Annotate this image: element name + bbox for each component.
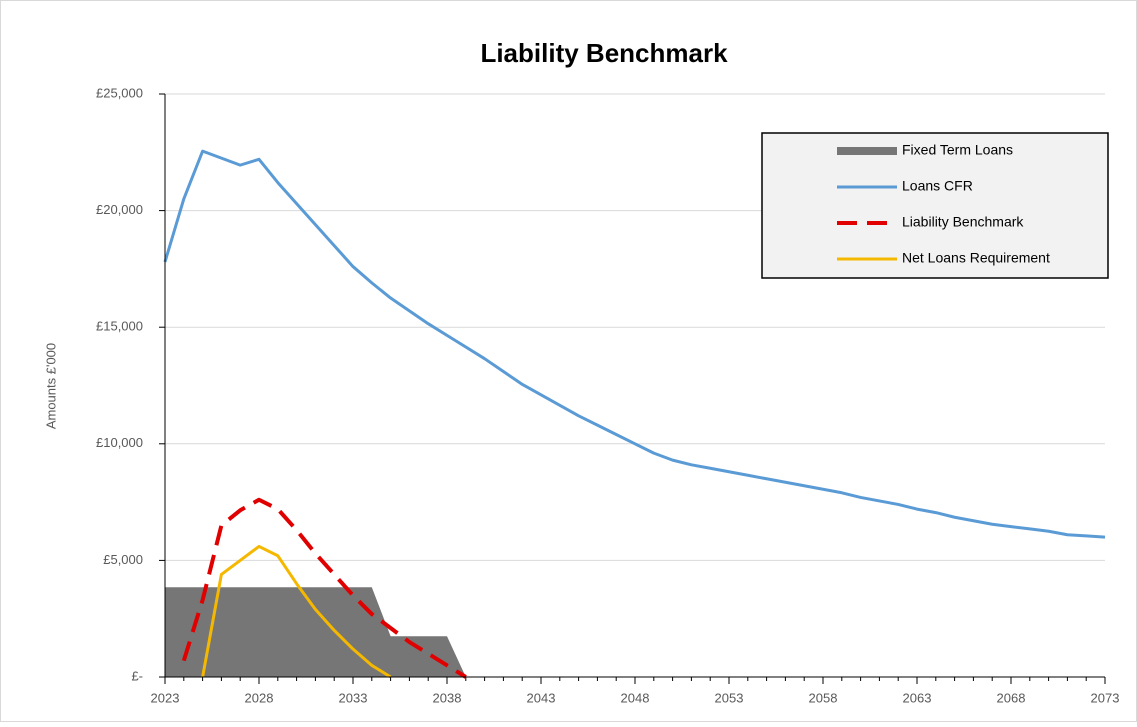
y-tick-label: £25,000 bbox=[96, 85, 143, 100]
x-tick-label: 2043 bbox=[527, 690, 556, 705]
y-tick-label: £5,000 bbox=[103, 552, 143, 567]
x-tick-label: 2033 bbox=[339, 690, 368, 705]
y-axis-label: Amounts £'000 bbox=[43, 343, 58, 429]
y-tick-label: £10,000 bbox=[96, 435, 143, 450]
x-tick-label: 2068 bbox=[997, 690, 1026, 705]
x-tick-label: 2053 bbox=[715, 690, 744, 705]
x-tick-label: 2038 bbox=[433, 690, 462, 705]
x-tick-label: 2023 bbox=[151, 690, 180, 705]
legend-label: Fixed Term Loans bbox=[902, 142, 1013, 158]
x-tick-label: 2058 bbox=[809, 690, 838, 705]
x-tick-label: 2073 bbox=[1091, 690, 1120, 705]
line bbox=[201, 544, 392, 679]
area bbox=[165, 587, 1105, 677]
x-tick-label: 2063 bbox=[903, 690, 932, 705]
line bbox=[181, 497, 467, 679]
x-tick-label: 2028 bbox=[245, 690, 274, 705]
line bbox=[163, 149, 1106, 539]
legend-label: Loans CFR bbox=[902, 178, 973, 194]
y-tick-label: £15,000 bbox=[96, 319, 143, 334]
y-tick-label: £20,000 bbox=[96, 202, 143, 217]
legend-label: Net Loans Requirement bbox=[902, 250, 1050, 266]
legend-box bbox=[761, 132, 1109, 279]
y-tick-label: £- bbox=[131, 668, 143, 683]
x-tick-label: 2048 bbox=[621, 690, 650, 705]
legend-label: Liability Benchmark bbox=[902, 214, 1024, 230]
chart-title: Liability Benchmark bbox=[480, 38, 728, 68]
